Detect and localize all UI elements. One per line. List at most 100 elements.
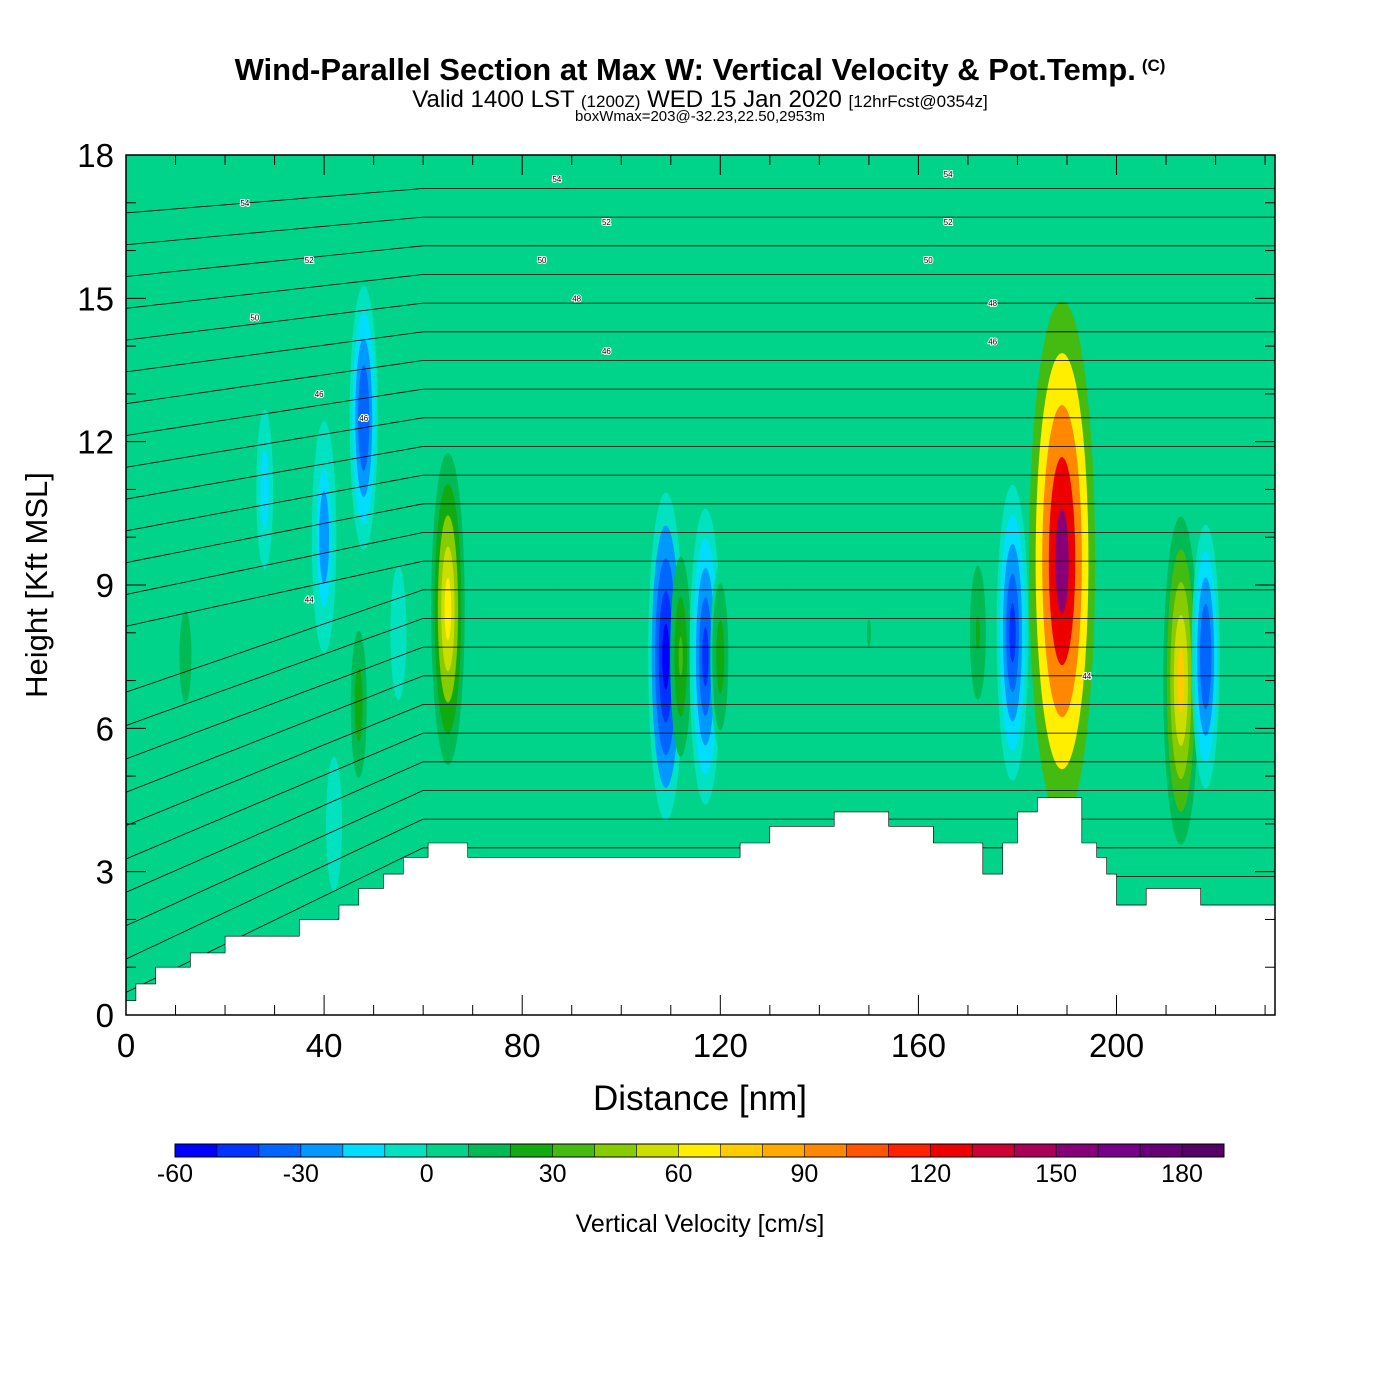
valid-prefix: Valid 1400 LST bbox=[412, 86, 575, 113]
colorbar-swatch bbox=[762, 1144, 805, 1157]
theta-contour-label: 50 bbox=[250, 313, 259, 322]
colorbar-tick-label: 150 bbox=[1035, 1160, 1077, 1188]
theta-contour-label: 46 bbox=[602, 347, 611, 356]
theta-contour-line bbox=[126, 446, 1275, 500]
velocity-cell bbox=[967, 548, 988, 717]
theta-contour-line bbox=[126, 818, 1275, 960]
theta-contour-line bbox=[126, 503, 1275, 564]
x-tick-label: 160 bbox=[891, 1027, 946, 1064]
velocity-cell-level bbox=[1177, 647, 1185, 714]
y-tick-label: 15 bbox=[77, 280, 114, 317]
colorbar-tick-label: 0 bbox=[420, 1160, 434, 1188]
theta-contour-line bbox=[126, 417, 1275, 468]
theta-contour-line bbox=[126, 589, 1275, 693]
y-tick-label: 18 bbox=[77, 137, 114, 174]
theta-contour-label: 52 bbox=[602, 218, 611, 227]
y-tick-label: 0 bbox=[96, 997, 114, 1034]
velocity-cell bbox=[858, 564, 879, 701]
theta-contour-line bbox=[126, 245, 1275, 277]
colorbar-swatch bbox=[972, 1144, 1015, 1157]
theta-contour-line bbox=[126, 216, 1275, 246]
velocity-cell bbox=[996, 484, 1029, 781]
velocity-cell bbox=[311, 421, 337, 654]
velocity-cell bbox=[140, 835, 161, 956]
valid-utc: (1200Z) bbox=[580, 92, 641, 111]
theta-contour-line bbox=[126, 675, 1275, 793]
velocity-cell-level bbox=[792, 571, 797, 599]
forecast-info: [12hrFcst@0354z] bbox=[848, 92, 988, 111]
theta-contour-label: 52 bbox=[944, 218, 953, 227]
theta-contour-line bbox=[126, 560, 1275, 627]
colorbar-label: Vertical Velocity [cm/s] bbox=[576, 1210, 825, 1238]
theta-contour-line bbox=[126, 388, 1275, 436]
theta-contour-labels: 54 54 54 52 52 52 50 50 50 48 48 46 46 46 46 44 44 bbox=[239, 169, 1092, 682]
x-tick-label: 200 bbox=[1089, 1027, 1144, 1064]
colorbar-swatch bbox=[594, 1144, 638, 1157]
velocity-cell-level bbox=[718, 638, 723, 676]
velocity-cell-level bbox=[1009, 603, 1016, 663]
velocity-cell bbox=[349, 285, 378, 550]
theta-contour-label: 54 bbox=[944, 170, 953, 179]
theta-contour-line bbox=[126, 646, 1275, 760]
theta-contour-label: 46 bbox=[988, 337, 997, 346]
velocity-cell-level bbox=[356, 686, 361, 723]
y-tick-label: 12 bbox=[77, 424, 114, 461]
y-tick-label: 6 bbox=[96, 710, 114, 747]
colorbar-swatch bbox=[552, 1144, 596, 1157]
colorbar-swatch bbox=[804, 1144, 847, 1157]
theta-contour-line bbox=[126, 188, 1275, 214]
colorbar-tick-label: 180 bbox=[1161, 1160, 1203, 1188]
colorbar-tick-label: 90 bbox=[790, 1160, 818, 1188]
colorbar-frame bbox=[174, 1143, 1225, 1158]
velocity-cell bbox=[551, 564, 572, 701]
colorbar-swatch bbox=[175, 1144, 218, 1157]
chart-subtitle: boxWmax=203@-32.23,22.50,2953m bbox=[575, 108, 825, 125]
velocity-cell bbox=[348, 612, 369, 797]
colorbar-swatch bbox=[1014, 1144, 1057, 1157]
x-tick-label: 80 bbox=[504, 1027, 541, 1064]
terrain-mask bbox=[125, 797, 1276, 1016]
valid-time-line: Valid 1400 LST (1200Z) WED 15 Jan 2020 [… bbox=[0, 86, 1400, 114]
colorbar-swatch bbox=[1140, 1144, 1183, 1157]
velocity-cell-level bbox=[1202, 630, 1209, 684]
theta-contour-label: 46 bbox=[359, 414, 368, 423]
terrain bbox=[125, 797, 1276, 1016]
velocity-cell-level bbox=[678, 636, 683, 677]
theta-contour-line bbox=[126, 704, 1275, 826]
copyright-mark: (C) bbox=[1141, 56, 1166, 75]
velocity-cell bbox=[175, 580, 196, 733]
velocity-cell-level bbox=[183, 641, 188, 672]
x-tick-label: 40 bbox=[306, 1027, 343, 1064]
colorbar-swatch bbox=[846, 1144, 889, 1157]
theta-contour-line bbox=[126, 732, 1275, 860]
colorbar-swatch bbox=[1056, 1144, 1099, 1157]
colorbar-swatch bbox=[342, 1144, 386, 1157]
velocity-cell-level bbox=[396, 615, 401, 650]
vertical-velocity-field bbox=[140, 285, 1220, 956]
theta-contour-line bbox=[126, 360, 1275, 405]
valid-date: WED 15 Jan 2020 bbox=[647, 86, 842, 113]
velocity-cell-level bbox=[148, 883, 153, 908]
velocity-cell-level bbox=[975, 615, 980, 650]
title-main: Wind-Parallel Section at Max W: Vertical… bbox=[234, 52, 1136, 87]
theta-contour-label: 54 bbox=[240, 199, 249, 208]
theta-contour-line bbox=[126, 761, 1275, 893]
theta-contour-label: 48 bbox=[988, 299, 997, 308]
colorbar-swatch bbox=[930, 1144, 973, 1157]
theta-contour-line bbox=[126, 331, 1275, 373]
velocity-cell-level bbox=[287, 786, 292, 814]
theta-contour-line bbox=[126, 618, 1275, 726]
colorbar-swatch bbox=[720, 1144, 763, 1157]
colorbar-tick-label: 60 bbox=[665, 1160, 693, 1188]
velocity-cell-level bbox=[702, 627, 709, 687]
colorbar-tick-label: -30 bbox=[283, 1160, 319, 1188]
theta-contour-label: 50 bbox=[924, 256, 933, 265]
velocity-cell bbox=[670, 556, 692, 757]
velocity-cell bbox=[1191, 524, 1220, 789]
y-tick-label: 9 bbox=[96, 567, 114, 604]
colorbar-swatch bbox=[258, 1144, 302, 1157]
velocity-cell bbox=[279, 732, 300, 868]
colorbar: -60 -30 0 30 60 90 120 150 180 bbox=[157, 1143, 1225, 1188]
colorbar-swatch bbox=[888, 1144, 931, 1157]
colorbar-swatch bbox=[216, 1144, 260, 1157]
